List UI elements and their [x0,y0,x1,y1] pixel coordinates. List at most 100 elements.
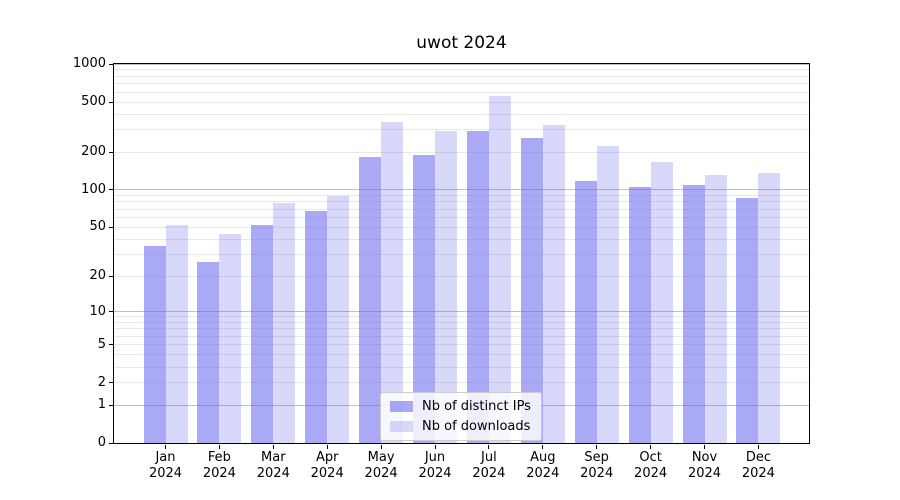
bar-distinct-ips-nov [682,184,705,443]
gridline-minor [114,69,809,71]
y-tick-mark [109,151,113,153]
x-tick-mark [165,445,166,449]
x-tick-label-nov: Nov 2024 [687,450,722,481]
y-tick-mark [109,382,113,384]
gridline-major [114,189,809,191]
bar-downloads-jul [488,95,511,443]
x-tick-mark [272,445,274,449]
plot-area [113,63,810,444]
bar-distinct-ips-aug [520,137,543,443]
y-tick-mark [109,189,113,191]
gridline-minor [114,335,809,337]
gridline-minor [114,83,809,84]
x-tick-label-dec: Dec 2024 [741,450,775,481]
gridline-minor [114,238,809,240]
gridline-minor [114,201,809,203]
gridline-minor [114,316,809,318]
x-tick-mark [434,445,436,449]
y-tick-label: 200 [81,144,106,160]
gridline-minor [114,113,809,115]
y-tick-label: 0 [97,435,106,450]
x-tick-label-jan: Jan 2024 [148,450,183,481]
y-tick-mark [109,344,113,346]
y-tick-label: 2 [97,374,106,390]
legend: Nb of distinct IPs Nb of downloads [380,392,542,441]
gridline-minor [114,91,809,93]
x-tick-mark [650,445,652,449]
gridline-minor [114,217,809,218]
grid-layer [114,63,809,443]
x-tick-mark [596,445,598,449]
chart-title: uwot 2024 [416,33,507,53]
y-tick-label: 50 [89,219,106,235]
bar-distinct-ips-oct [628,187,651,443]
legend-swatch-downloads [390,421,413,432]
bar-downloads-apr [327,196,350,443]
gridline-minor [114,275,809,277]
gridline-minor [114,344,809,346]
legend-item-downloads: Nb of downloads [390,419,531,434]
x-tick-mark [326,445,328,449]
x-tick-label-apr: Apr 2024 [310,450,344,481]
y-tick-mark [109,311,113,312]
gridline-minor [114,254,809,256]
x-tick-label-jun: Jun 2024 [418,450,452,481]
bar-distinct-ips-jan [143,246,166,443]
gridline-minor [114,328,809,330]
bar-downloads-feb [219,234,242,443]
legend-swatch-distinct-ips [390,401,413,412]
gridline-minor [114,322,809,323]
x-tick-mark [488,445,490,449]
gridline-minor [114,151,809,153]
x-tick-label-mar: Mar 2024 [256,450,290,481]
bar-downloads-aug [542,124,565,443]
y-tick-label: 20 [89,268,106,283]
gridline-minor [114,101,809,103]
gridline-minor [114,366,809,368]
x-tick-label-may: May 2024 [364,450,398,481]
y-tick-mark [109,404,113,406]
bar-distinct-ips-apr [305,210,328,443]
x-tick-label-oct: Oct 2024 [634,450,668,481]
y-tick-label: 1 [97,397,106,412]
gridline-minor [114,75,809,77]
bar-downloads-sep [596,145,619,443]
legend-label-downloads: Nb of downloads [422,419,531,434]
legend-item-distinct-ips: Nb of distinct IPs [390,399,531,414]
gridline-major [114,63,809,65]
bar-downloads-mar [273,203,296,443]
bar-distinct-ips-may [359,157,382,443]
x-tick-mark [757,445,759,449]
gridline-minor [114,354,809,356]
gridline-minor [114,129,809,131]
bar-distinct-ips-mar [251,225,274,443]
gridline-minor [114,195,809,196]
gridline-minor [114,226,809,228]
x-tick-label-feb: Feb 2024 [202,450,236,481]
x-tick-mark [380,445,382,449]
bar-downloads-jan [165,225,188,443]
bar-downloads-jun [435,130,457,443]
y-tick-label: 500 [81,94,106,109]
bar-distinct-ips-feb [197,262,220,443]
bar-distinct-ips-jun [413,155,435,443]
y-tick-label: 100 [81,181,106,197]
y-tick-mark [109,226,113,228]
bar-downloads-nov [704,174,727,443]
y-tick-mark [109,275,113,277]
bars-layer [114,64,809,443]
x-tick-mark [218,445,220,449]
y-tick-label: 5 [97,336,106,352]
gridline-minor [114,382,809,384]
x-tick-label-sep: Sep 2024 [580,450,614,481]
x-tick-label-aug: Aug 2024 [526,450,560,481]
y-tick-mark [109,63,113,65]
bar-distinct-ips-dec [736,198,759,443]
bar-distinct-ips-jul [466,130,489,443]
gridline-minor [114,208,809,210]
bar-downloads-oct [650,161,673,443]
bar-downloads-dec [758,172,781,443]
gridline-major [114,311,809,312]
bar-distinct-ips-sep [574,180,597,443]
